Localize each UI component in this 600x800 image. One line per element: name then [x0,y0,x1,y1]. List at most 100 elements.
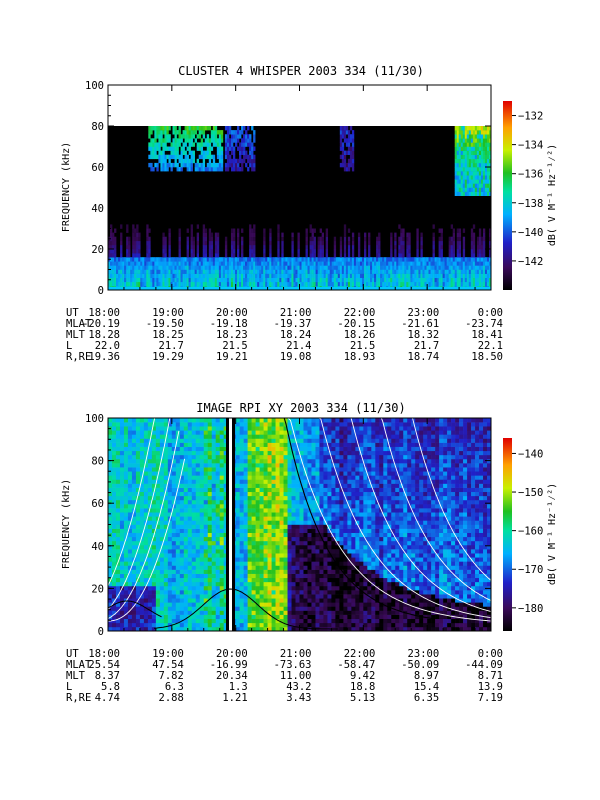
spectrogram-cell [115,590,121,595]
spectrogram-cell [398,281,401,287]
spectrogram-cell [317,240,320,246]
spectrogram-cell [484,179,488,184]
colorbar-tick-label: −142 [518,256,543,268]
spectrogram-cell [179,557,185,562]
spectrogram-cell [108,610,113,615]
spectrogram-cell [210,162,214,168]
spectrogram-cell [305,244,308,250]
spectrogram-cell [156,277,159,283]
spectrogram-cell [474,138,478,143]
spectrogram-cell [488,162,492,168]
spectrogram-cell [468,158,472,164]
spectrogram-cell [143,618,149,624]
spectrogram-cell [237,273,240,278]
spectrogram-cell [255,261,258,266]
spectrogram-cell [454,265,458,270]
spectrogram-cell [452,257,456,262]
spectrogram-cell [237,126,240,131]
spectrogram-cell [148,281,151,287]
spectrogram-cell [119,590,125,595]
spectrogram-cell [123,549,129,554]
spectrogram-cell [138,273,141,278]
spectrogram-cell [460,162,464,168]
spectrogram-cell [309,244,312,250]
spectrogram-cell [211,573,217,579]
spectrogram-cell [167,569,173,574]
spectrogram-cell [269,281,272,287]
spectrogram-cell [249,261,252,266]
spectrogram-cell [123,622,129,628]
spectrogram-cell [192,269,195,274]
spectrogram-cell [364,244,367,250]
spectrogram-cell [111,504,117,509]
spectrogram-cell [230,232,234,237]
spectrogram-cell [195,426,201,431]
spectrogram-cell [172,154,175,160]
spectrogram-cell [351,162,355,168]
spectrogram-cell [243,557,248,562]
spectrogram-cell [179,606,185,611]
spectrogram-cell [418,265,421,270]
spectrogram-cell [140,265,143,270]
spectrogram-cell [175,458,181,464]
spectrogram-cell [131,463,137,468]
spectrogram-cell [271,277,274,283]
spectrogram-cell [281,281,284,287]
spectrogram-cell [255,277,258,283]
spectrogram-cell [175,499,181,505]
spectrogram-cell [476,265,480,270]
spectrogram-cell [171,577,177,583]
spectrogram-cell [343,158,347,164]
spectrogram-cell [126,281,129,287]
spectrogram-cell [115,426,121,431]
spectrogram-cell [108,418,113,423]
spectrogram-cell [402,253,405,258]
spectrogram-cell [251,585,256,591]
spectrogram-cell [163,442,169,447]
spectrogram-cell [325,257,329,262]
spectrogram-cell [472,249,476,254]
spectrogram-cell [279,265,282,270]
spectrogram-cell [223,594,228,599]
spectrogram-cell [474,158,478,164]
spectrogram-cell [216,261,220,266]
spectrogram-cell [191,573,197,579]
spectrogram-cell [183,458,189,464]
spectrogram-cell [279,269,282,274]
spectrogram-cell [195,499,201,505]
spectrogram-cell [154,126,157,131]
spectrogram-cell [406,249,409,254]
spectrogram-cell [226,281,230,287]
spectrogram-cell [206,142,210,147]
spectrogram-cell [199,594,205,599]
spectrogram-cell [422,281,425,287]
spectrogram-cell [223,549,228,554]
spectrogram-cell [462,244,466,250]
spectrogram-cell [191,569,197,574]
spectrogram-cell [247,269,250,274]
spectrogram-cell [378,277,381,283]
spectrogram-cell [195,438,201,443]
spectrogram-cell [154,162,157,168]
spectrogram-cell [202,162,206,168]
spectrogram-cell [305,269,308,274]
spectrogram-cell [187,594,193,599]
spectrogram-cell [162,253,165,258]
spectrogram-cell [132,224,135,229]
spectrogram-cell [171,536,177,542]
spectrogram-cell [458,265,462,270]
spectrogram-cell [184,134,187,139]
spectrogram-cell [211,598,217,603]
spectrogram-cell [313,228,316,233]
spectrogram-cell [146,253,149,258]
spectrogram-cell [478,273,482,278]
spectrogram-cell [199,418,205,423]
spectrogram-cell [249,150,252,155]
spectrogram-cell [175,553,181,558]
spectrogram-cell [476,191,480,196]
spectrogram-cell [265,261,268,266]
spectrogram-cell [454,162,458,168]
spectrogram-cell [108,499,113,505]
spectrogram-cell [171,463,177,468]
spectrogram-cell [472,183,476,188]
